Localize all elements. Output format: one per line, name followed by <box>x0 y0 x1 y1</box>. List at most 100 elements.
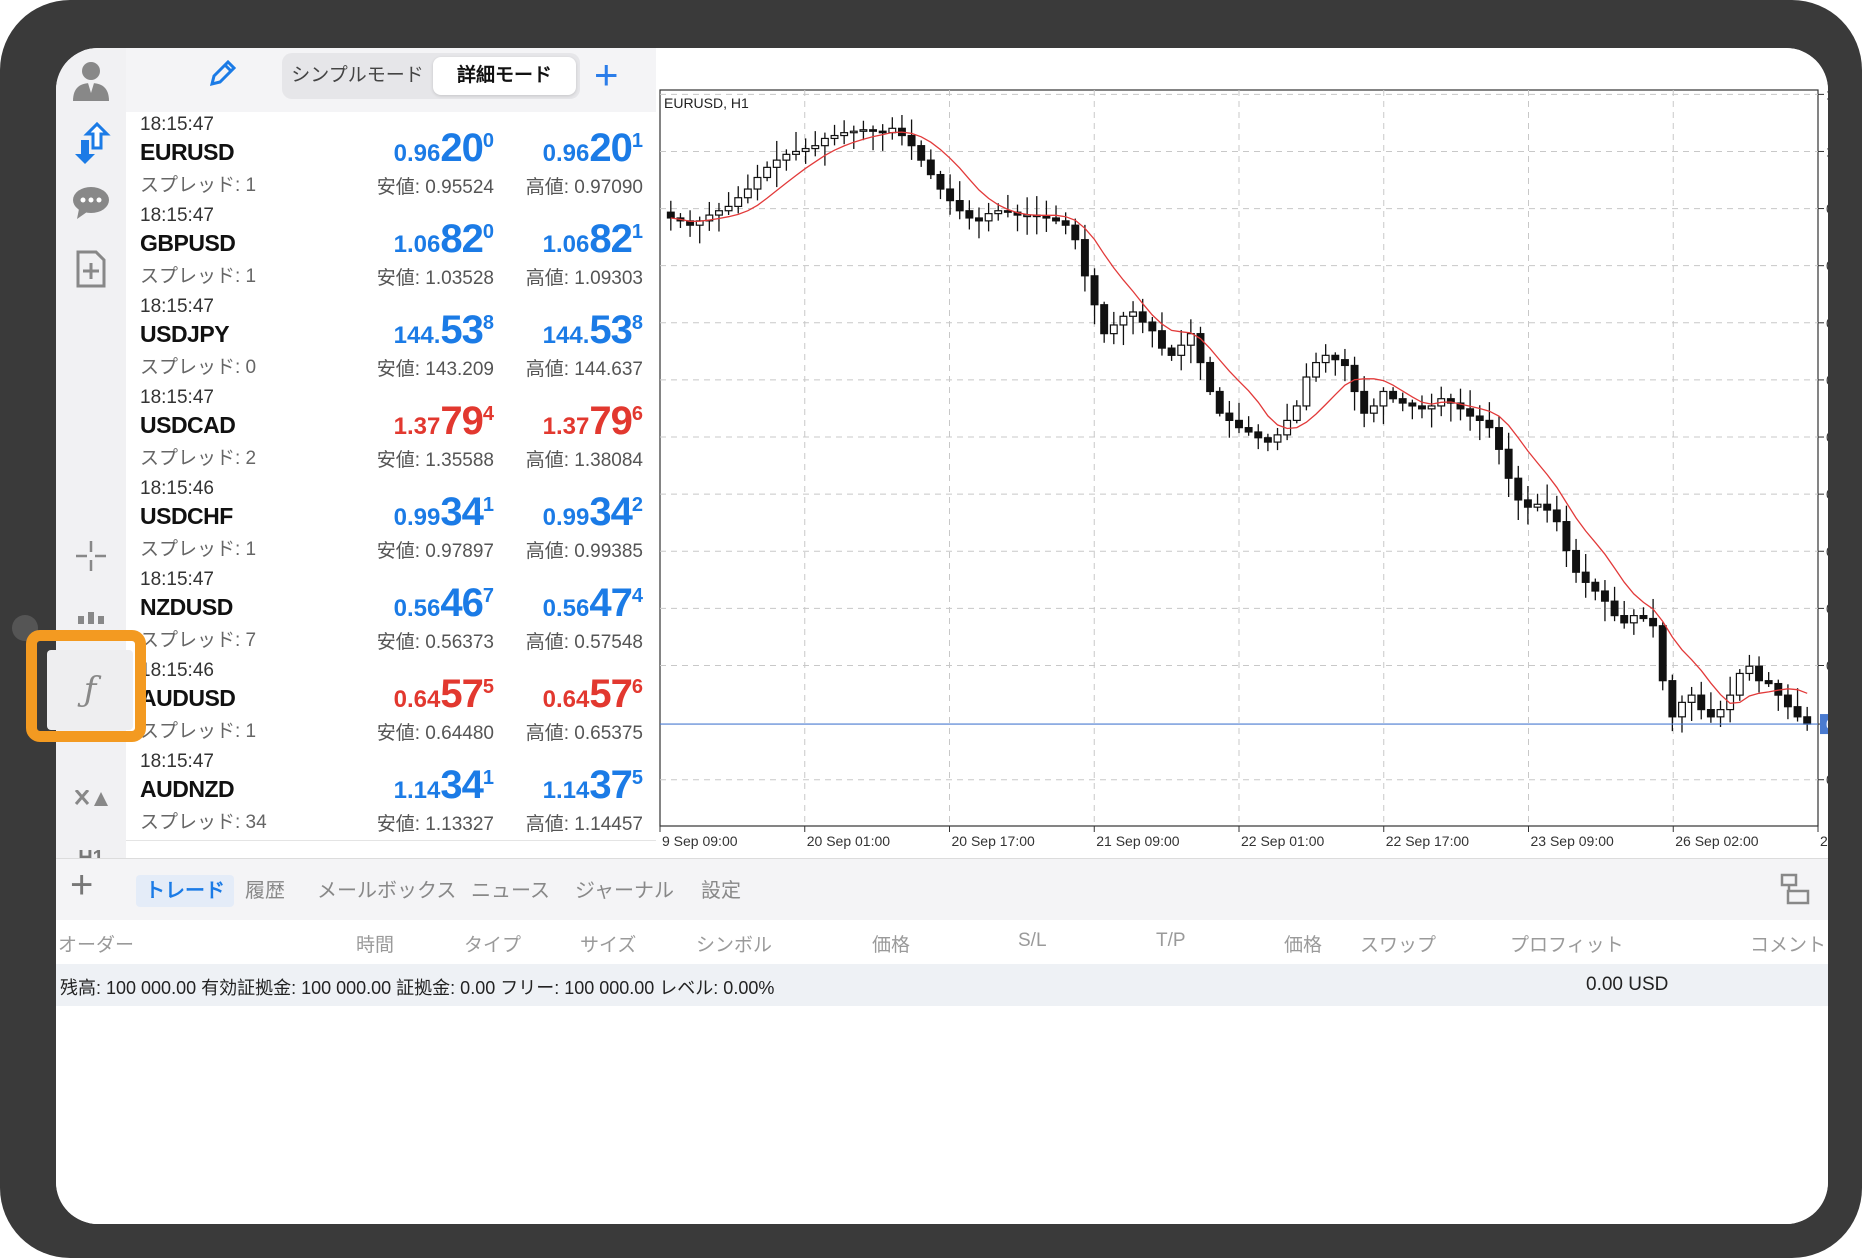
ask-price: 144.538 <box>542 308 643 352</box>
empty-terminal-area <box>56 1006 1828 1224</box>
detail-mode-tab[interactable]: 詳細モード <box>433 57 576 95</box>
quote-high: 高値: 0.97090 <box>525 177 643 198</box>
candle-body <box>1167 347 1176 356</box>
quote-row[interactable]: 18:15:47 EURUSD スプレッド: 1 0.96200 0.96201… <box>126 112 656 204</box>
price-label: 0.95815 <box>1826 772 1828 788</box>
crosshair-icon[interactable] <box>56 532 126 580</box>
quote-row[interactable]: 18:15:47 NZDUSD スプレッド: 7 0.56467 0.56474… <box>126 567 656 659</box>
edit-pencil-icon[interactable] <box>208 58 238 88</box>
candle-body <box>926 159 935 176</box>
price-label: 0.97395 <box>1826 543 1828 559</box>
candle-body <box>1533 503 1542 508</box>
quote-spread: スプレッド: 1 <box>140 721 257 742</box>
add-symbol-button[interactable]: + <box>594 51 619 98</box>
candle-body <box>1071 224 1080 241</box>
candle-body <box>1148 321 1157 332</box>
candle-body <box>734 197 743 208</box>
ask-price: 0.64576 <box>542 672 643 716</box>
bid-price: 1.06820 <box>393 217 494 261</box>
candle-body <box>1302 376 1311 407</box>
time-label: 26 Sep 02:00 <box>1675 833 1759 849</box>
col-size: サイズ <box>580 935 637 956</box>
quote-row[interactable]: 18:15:47 USDJPY スプレッド: 0 144.538 144.538… <box>126 294 656 386</box>
price-label: 0.97000 <box>1826 600 1828 616</box>
candle-body <box>1658 625 1667 682</box>
tab-history[interactable]: 履歴 <box>245 880 285 902</box>
tab-trade[interactable]: トレード <box>136 875 234 907</box>
candle-body <box>1042 215 1051 219</box>
shapes-icon[interactable] <box>56 790 126 824</box>
quote-spread: スプレッド: 0 <box>140 357 257 378</box>
quote-row[interactable]: 18:15:46 USDCHF スプレッド: 1 0.99341 0.99342… <box>126 476 656 568</box>
mode-segmented-control: シンプルモード 詳細モード <box>282 53 580 99</box>
highlight-box <box>26 630 146 742</box>
quote-spread: スプレッド: 7 <box>140 630 257 651</box>
new-document-icon[interactable] <box>56 244 126 294</box>
time-label: 21 Sep 09:00 <box>1096 833 1180 849</box>
candle-body <box>1408 402 1417 407</box>
simple-mode-tab[interactable]: シンプルモード <box>291 65 424 86</box>
quote-row[interactable]: 18:15:47 AUDNZD スプレッド: 34 1.14341 1.1437… <box>126 749 656 841</box>
candle-body <box>1591 581 1600 592</box>
candle-body <box>714 210 723 216</box>
quote-low: 安値: 1.13327 <box>376 814 494 835</box>
chart-canvas[interactable]: 1.00555 1.00160 0.99765 0.99370 0.98975 0.985… <box>656 48 1828 858</box>
bid-price: 0.64575 <box>393 672 494 716</box>
time-label: 20 Sep 01:00 <box>807 833 891 849</box>
trade-arrows-icon[interactable] <box>56 118 126 170</box>
candle-body <box>984 213 993 222</box>
tab-journal[interactable]: ジャーナル <box>575 880 674 902</box>
candle-body <box>753 176 762 190</box>
account-icon[interactable] <box>56 54 126 106</box>
quote-low: 安値: 0.97897 <box>376 541 494 562</box>
candle-body <box>1350 364 1359 393</box>
quote-low: 安値: 1.03528 <box>376 268 494 289</box>
layout-toggle-icon[interactable] <box>1780 873 1810 905</box>
candle-body <box>1090 275 1099 306</box>
bid-price: 0.56467 <box>393 581 494 625</box>
time-label: 23 Sep 09:00 <box>1531 833 1615 849</box>
tab-settings[interactable]: 設定 <box>701 880 741 902</box>
time-label: 22 Sep 01:00 <box>1241 833 1325 849</box>
candle-body <box>1485 419 1494 429</box>
candle-body <box>1552 509 1561 523</box>
tab-mailbox[interactable]: メールボックス <box>317 880 457 902</box>
add-tab-button[interactable]: + <box>70 863 94 907</box>
col-price: 価格 <box>872 935 911 956</box>
candle-body <box>1080 239 1089 277</box>
quote-symbol: USDCAD <box>140 412 236 438</box>
tab-news[interactable]: ニュース <box>471 880 550 902</box>
candle-body <box>1003 210 1012 213</box>
candle-body <box>1263 437 1272 443</box>
col-type: タイプ <box>464 935 522 956</box>
candle-body <box>1244 427 1253 433</box>
quote-high: 高値: 0.99385 <box>525 541 643 562</box>
price-label: 0.98185 <box>1826 429 1828 445</box>
candle-body <box>1466 408 1475 417</box>
quote-symbol: EURUSD <box>140 139 235 165</box>
quote-time: 18:15:47 <box>140 205 214 226</box>
objects-icon[interactable] <box>56 594 126 624</box>
price-label: 0.97790 <box>1826 486 1828 502</box>
candle-body <box>782 153 791 161</box>
current-price-badge <box>1820 714 1828 735</box>
time-label: 26 Sep 18:00 <box>1820 833 1828 849</box>
price-chart[interactable]: 1.00555 1.00160 0.99765 0.99370 0.98975 0.985… <box>656 48 1828 858</box>
quote-row[interactable]: 18:15:46 AUDUSD スプレッド: 1 0.64575 0.64576… <box>126 658 656 750</box>
chat-icon[interactable] <box>56 178 126 228</box>
candle-body <box>849 130 858 134</box>
candle-body <box>994 210 1003 215</box>
chart-title: EURUSD, H1 <box>664 95 749 111</box>
indicator-function-icon[interactable]: ƒ <box>47 650 133 730</box>
price-label: 0.96605 <box>1826 657 1828 673</box>
quote-time: 18:15:47 <box>140 751 214 772</box>
quote-symbol: USDJPY <box>140 321 230 347</box>
quote-row[interactable]: 18:15:47 GBPUSD スプレッド: 1 1.06820 1.06821… <box>126 203 656 295</box>
col-close-price: 価格 <box>1284 935 1323 956</box>
quote-row[interactable]: 18:15:47 USDCAD スプレッド: 2 1.37794 1.37796… <box>126 385 656 477</box>
candle-body <box>946 188 955 202</box>
candle-body <box>1610 600 1619 617</box>
candle-body <box>936 173 945 190</box>
candle-body <box>724 205 733 212</box>
candle-body <box>1716 708 1725 718</box>
